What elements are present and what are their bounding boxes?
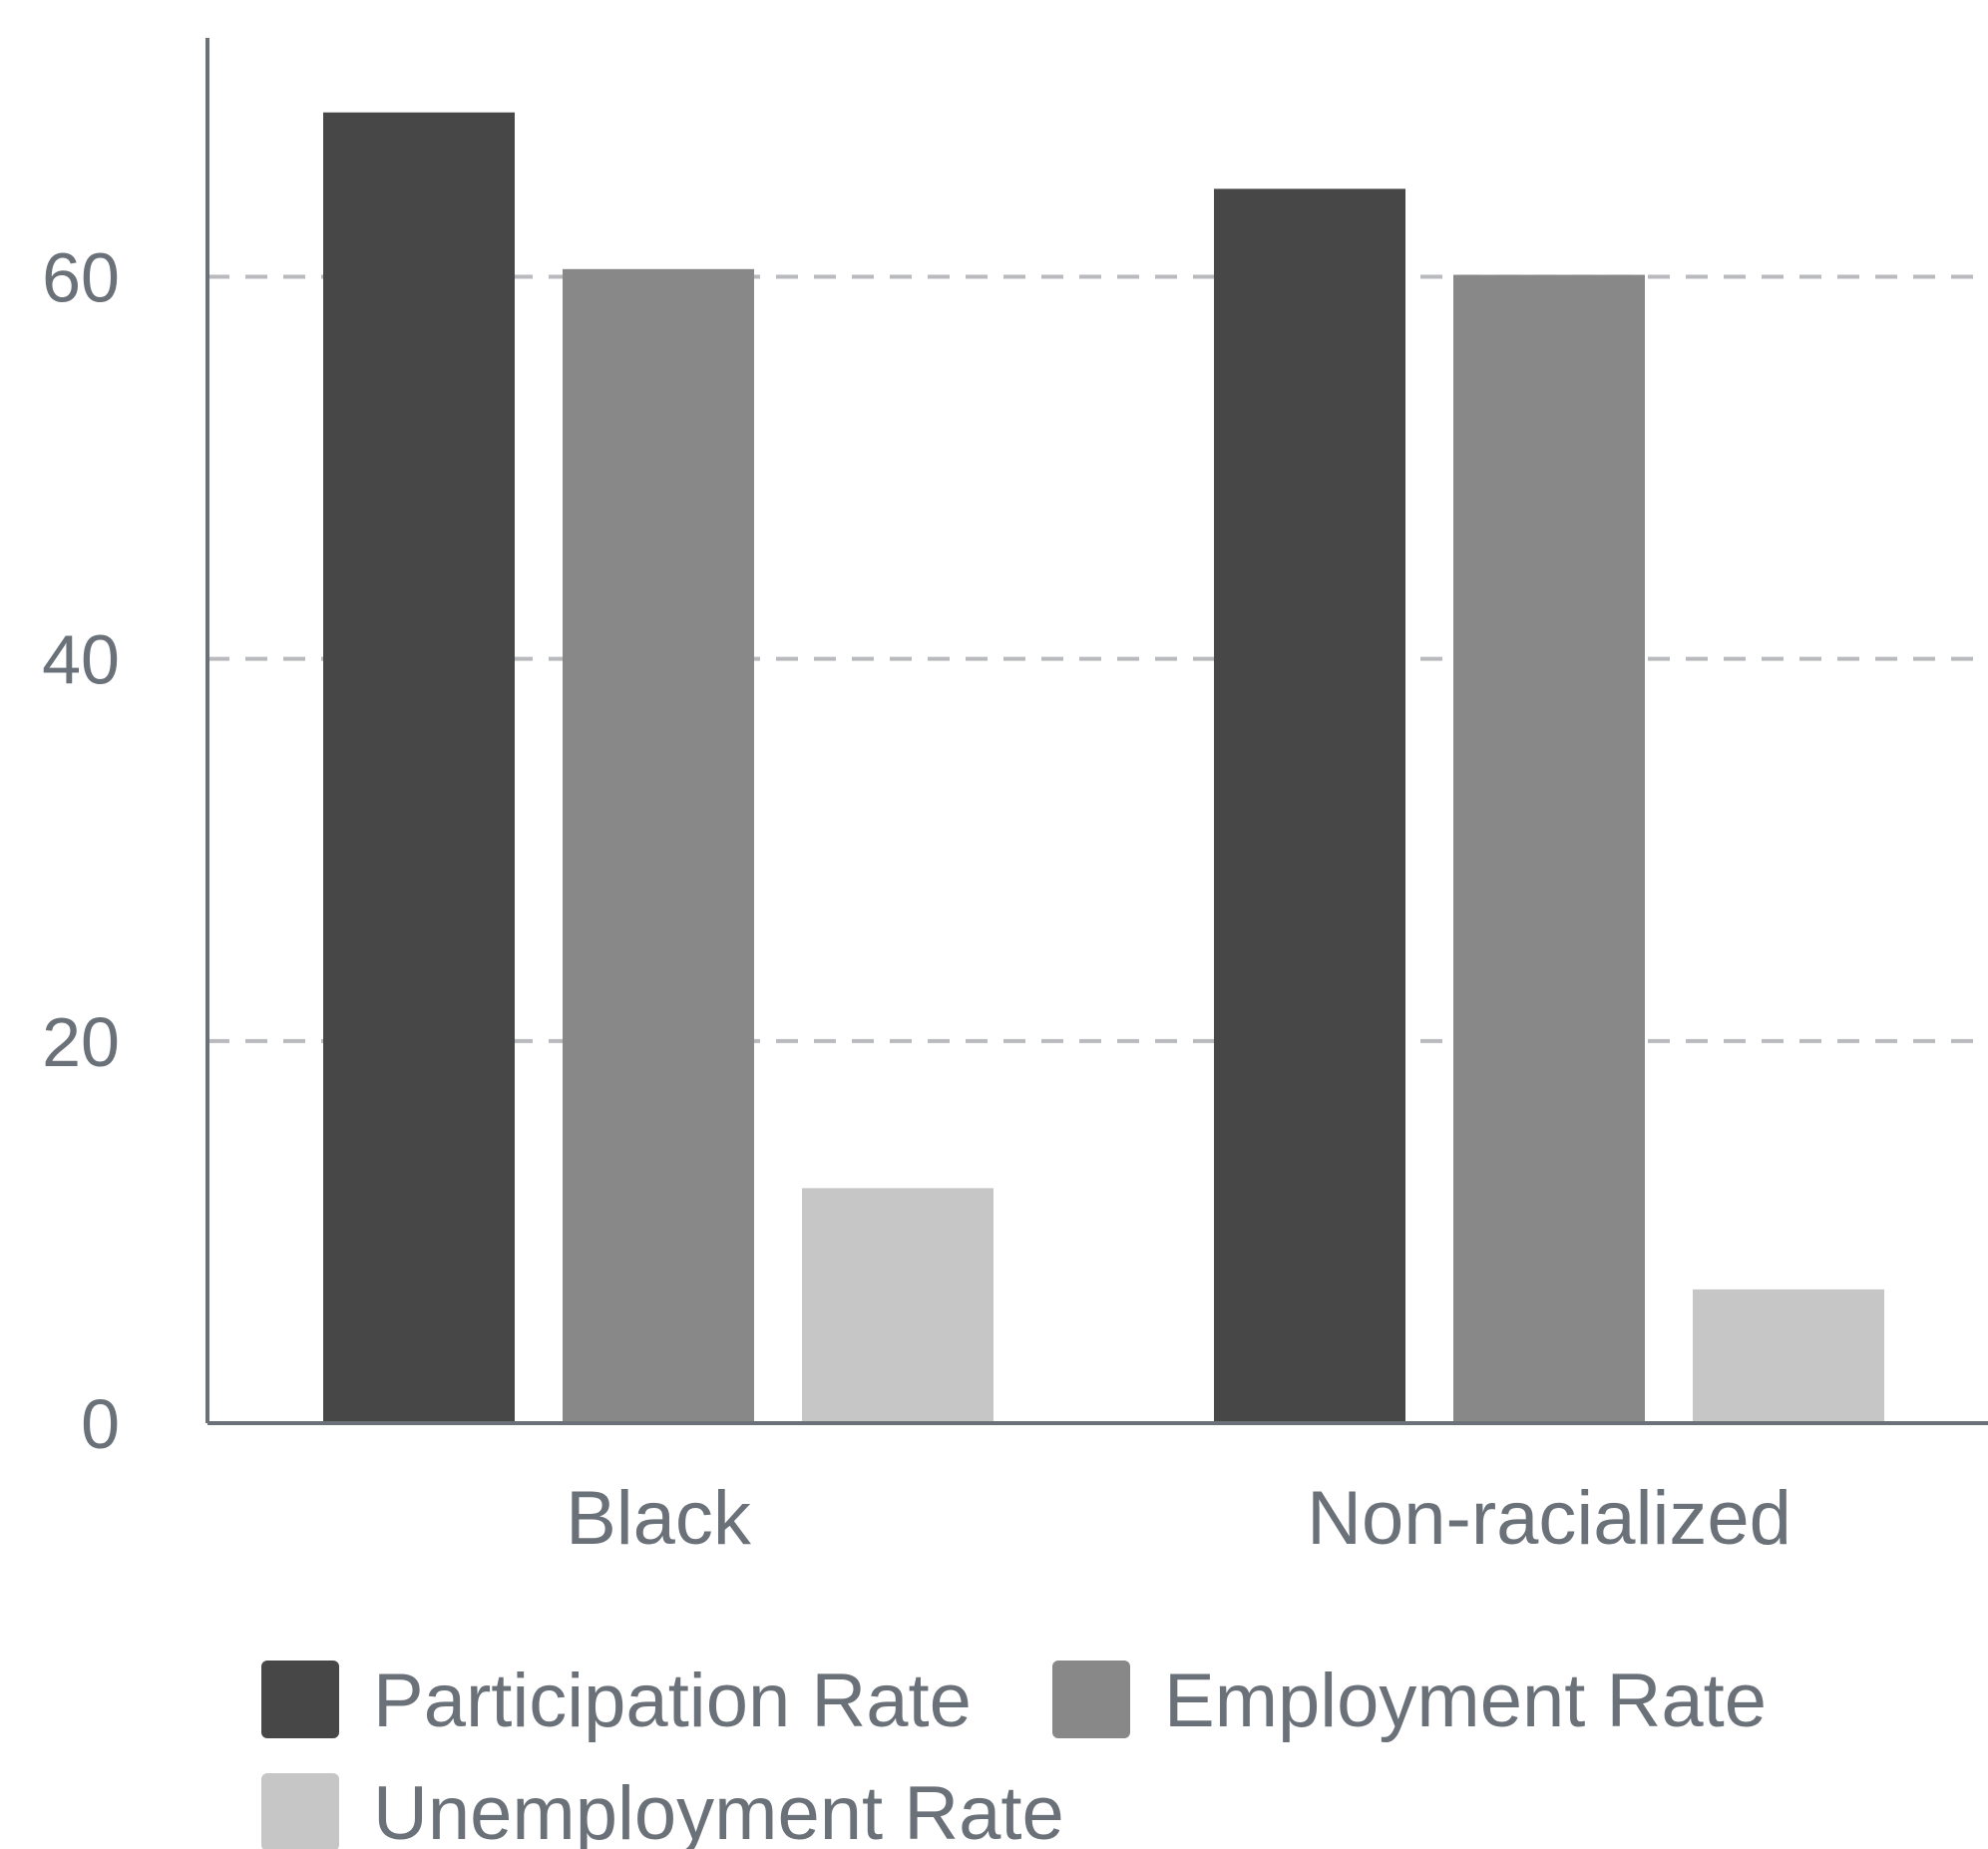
bar-non-racialized-participation-rate bbox=[1214, 188, 1405, 1423]
category-labels: Black Non-racialized bbox=[566, 1476, 1791, 1561]
bar-black-unemployment-rate bbox=[802, 1188, 994, 1423]
legend: Participation Rate Employment Rate Unemplo… bbox=[261, 1659, 1767, 1849]
legend-label-unemployment-rate: Unemployment Rate bbox=[373, 1771, 1064, 1849]
category-label-black: Black bbox=[566, 1476, 752, 1561]
y-tick-label-60: 60 bbox=[42, 238, 120, 316]
category-label-non-racialized: Non-racialized bbox=[1307, 1476, 1791, 1561]
y-tick-label-20: 20 bbox=[42, 1003, 120, 1081]
bars bbox=[323, 112, 1884, 1423]
legend-swatch-unemployment-rate bbox=[261, 1773, 339, 1849]
bar-non-racialized-unemployment-rate bbox=[1693, 1289, 1884, 1423]
y-tick-label-40: 40 bbox=[42, 621, 120, 699]
legend-swatch-employment-rate bbox=[1052, 1661, 1130, 1738]
grid-lines bbox=[207, 274, 1988, 1043]
bar-non-racialized-employment-rate bbox=[1453, 274, 1645, 1423]
axes bbox=[205, 38, 1988, 1425]
legend-label-employment-rate: Employment Rate bbox=[1164, 1659, 1767, 1743]
bar-black-employment-rate bbox=[563, 268, 754, 1423]
bar-black-participation-rate bbox=[323, 112, 515, 1423]
legend-label-participation-rate: Participation Rate bbox=[373, 1659, 972, 1743]
y-tick-label-0: 0 bbox=[81, 1385, 120, 1463]
legend-swatch-participation-rate bbox=[261, 1661, 339, 1738]
y-tick-labels: 0 20 40 60 bbox=[42, 238, 120, 1463]
